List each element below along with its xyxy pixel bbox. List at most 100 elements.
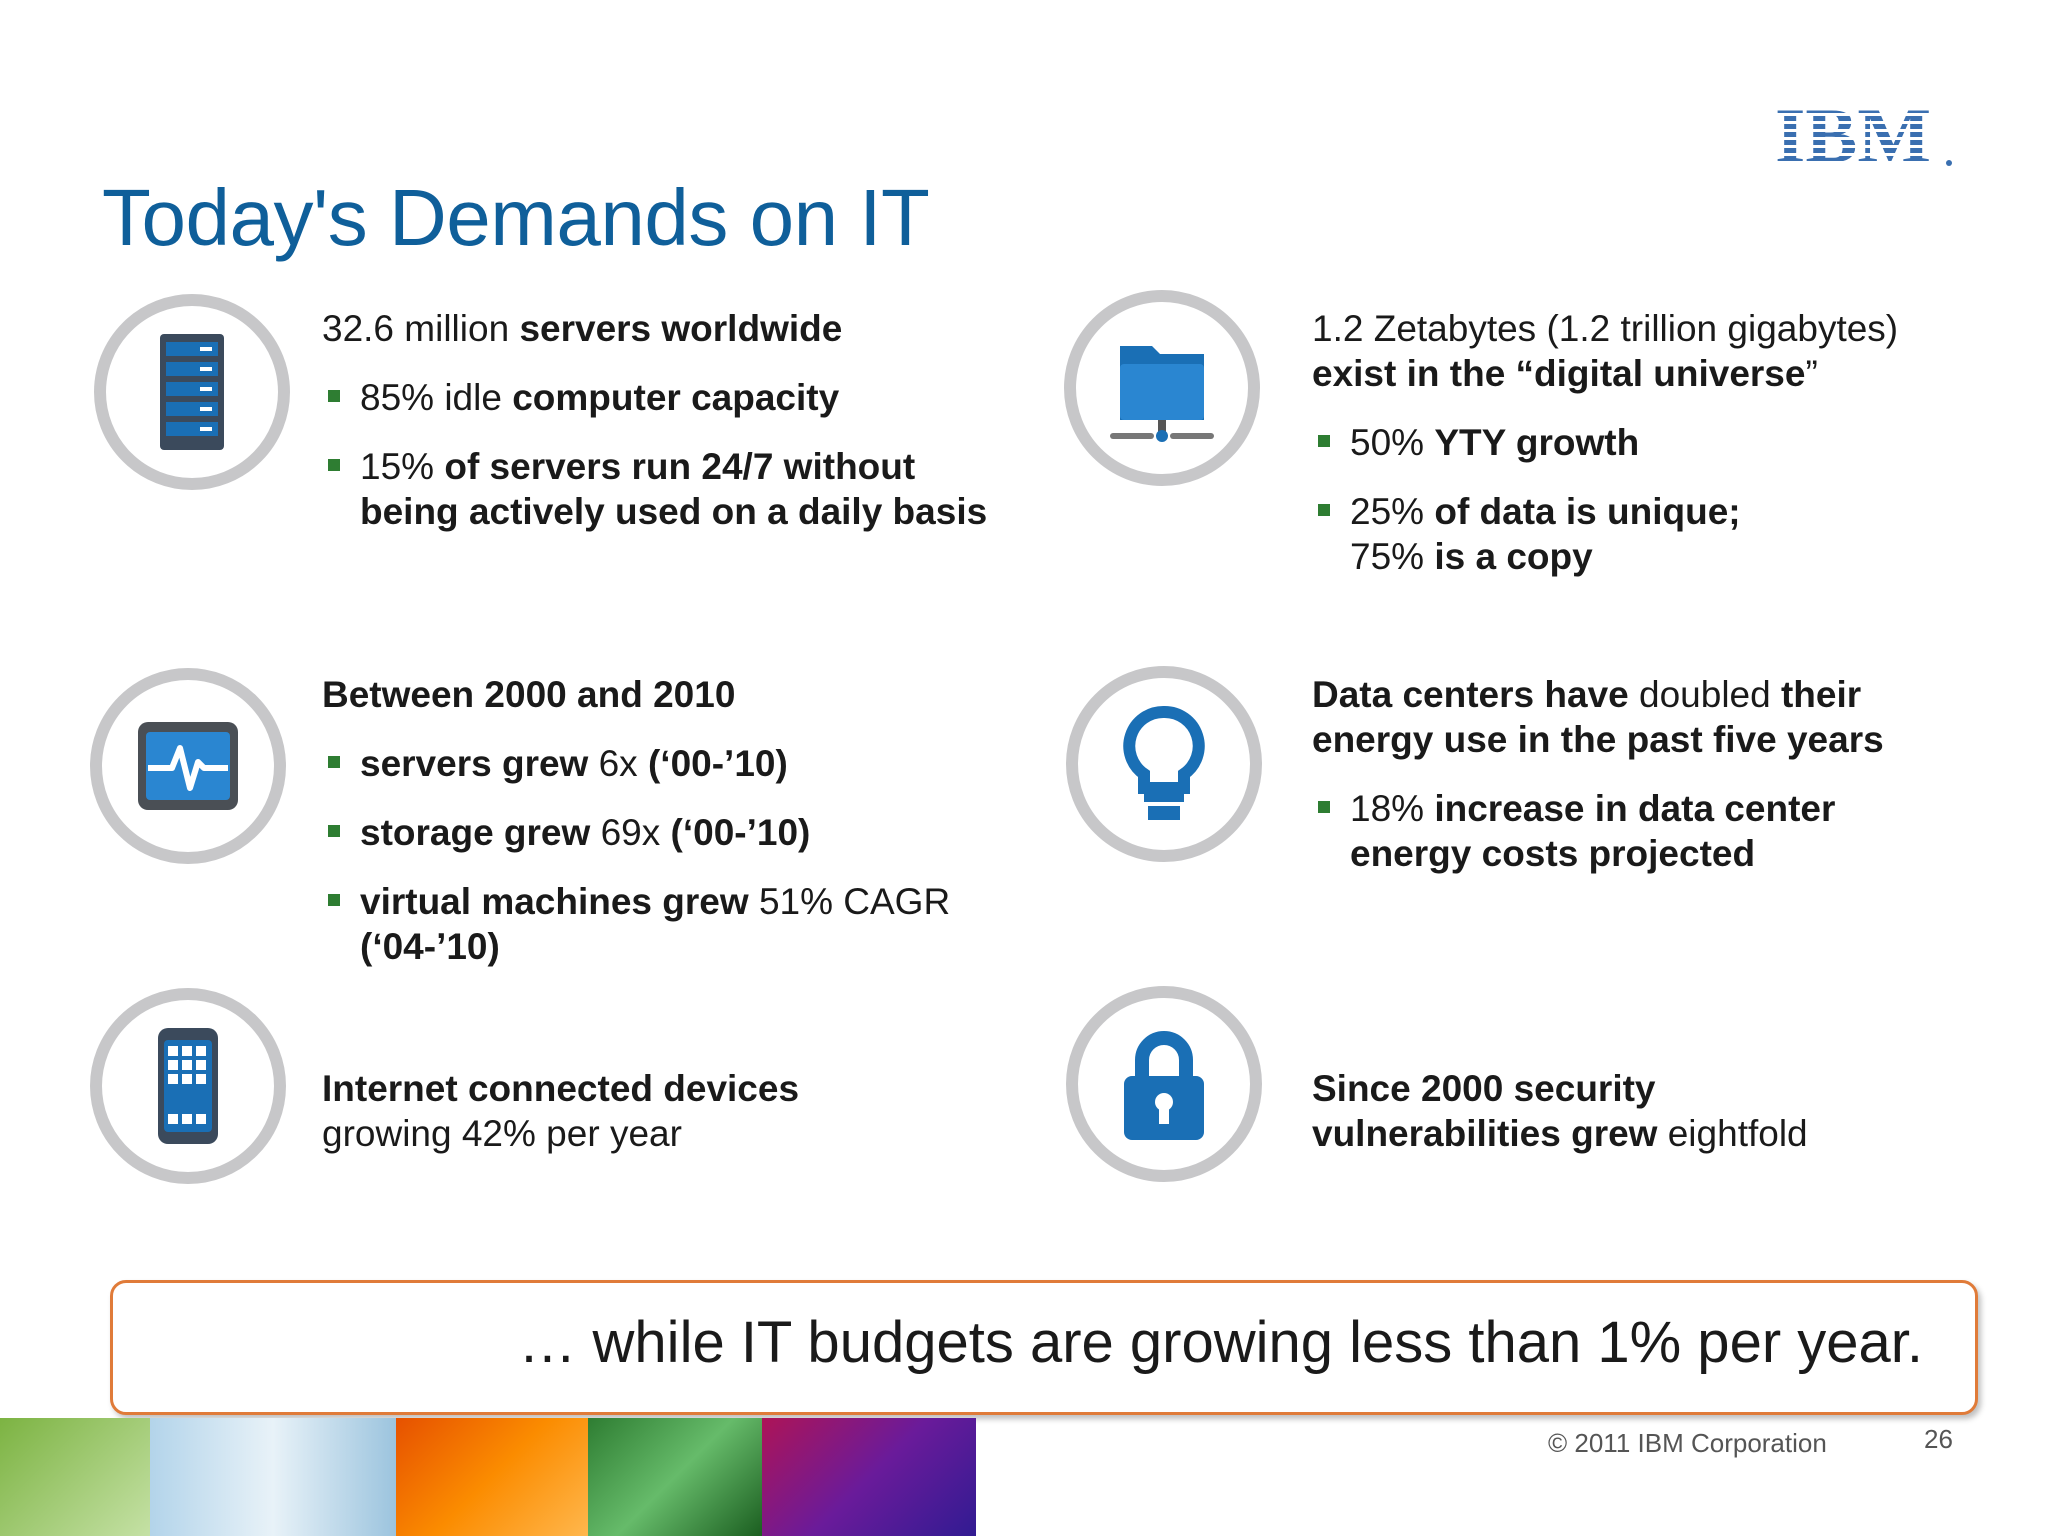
text-run: servers grew: [360, 743, 599, 784]
text-run: doubled: [1639, 674, 1781, 715]
text-run: their: [1780, 674, 1862, 715]
text-line: Internet connected devices: [322, 1066, 799, 1111]
ibm-logo-mark: IBM: [1775, 92, 1952, 179]
text-line: 18% increase in data center: [1350, 786, 1884, 831]
text-line: exist in the “digital universe”: [1312, 351, 1898, 396]
smartphone-icon: [158, 1028, 218, 1144]
bullet-item: servers grew 6x (‘00-’10): [322, 741, 950, 786]
text-run: of servers run 24/7 without: [444, 446, 916, 487]
callout-text: … while IT budgets are growing less than…: [518, 1310, 1923, 1375]
servers-block: 32.6 million servers worldwide 85% idle …: [322, 306, 987, 534]
text-run: 69x: [600, 812, 671, 853]
text-run: Data centers have: [1312, 674, 1640, 715]
text-line: Since 2000 security: [1312, 1066, 1808, 1111]
text-line: 25% of data is unique;: [1350, 489, 1898, 534]
text-run: increase in data center: [1434, 788, 1836, 829]
text-run: exist in the “digital universe: [1312, 353, 1806, 394]
text-run: Since 2000 security: [1312, 1068, 1656, 1109]
text-line: growing 42% per year: [322, 1111, 799, 1156]
text-line: (‘04-’10): [360, 924, 950, 969]
growth-block: Between 2000 and 2010 servers grew 6x (‘…: [322, 672, 950, 969]
bullet-item: 85% idle computer capacity: [322, 375, 987, 420]
text-run: 51% CAGR: [758, 881, 951, 922]
folder-icon-ring: [1064, 290, 1260, 486]
lightbulb-icon: [1123, 705, 1205, 820]
text-run: 85% idle: [360, 377, 513, 418]
growth-bullets: servers grew 6x (‘00-’10) storage grew 69…: [322, 741, 950, 969]
devices-block: Internet connected devices growing 42% pe…: [322, 1066, 799, 1156]
text-run: (‘04-’10): [360, 926, 500, 967]
text-run: growing 42% per year: [322, 1113, 682, 1154]
data-bullets: 50% YTY growth 25% of data is unique; 75% …: [1312, 420, 1898, 579]
security-heading: Since 2000 security vulnerabilities grew …: [1312, 1066, 1808, 1156]
security-block: Since 2000 security vulnerabilities grew …: [1312, 1066, 1808, 1156]
text-line: 1.2 Zetabytes (1.2 trillion gigabytes): [1312, 306, 1898, 351]
monitor-icon-ring: [90, 668, 286, 864]
text-line: 50% YTY growth: [1350, 420, 1898, 465]
text-run: computer capacity: [512, 377, 840, 418]
text-run: 1.2 Zetabytes (1.2 trillion gigabytes): [1312, 308, 1899, 349]
padlock-icon-ring: [1066, 986, 1262, 1182]
text-line: energy use in the past five years: [1312, 717, 1884, 762]
data-block: 1.2 Zetabytes (1.2 trillion gigabytes) ex…: [1312, 306, 1898, 579]
energy-block: Data centers have doubled their energy us…: [1312, 672, 1884, 876]
bullet-item: 18% increase in data center energy costs …: [1312, 786, 1884, 876]
text-run: 6x: [598, 743, 648, 784]
bullet-item: 50% YTY growth: [1312, 420, 1898, 465]
text-line: 15% of servers run 24/7 without: [360, 444, 987, 489]
energy-heading: Data centers have doubled their energy us…: [1312, 672, 1884, 762]
activity-monitor-icon: [138, 722, 238, 810]
text-run: (‘00-’10): [670, 812, 811, 853]
text-run: of data is unique;: [1434, 491, 1741, 532]
text-run: energy costs projected: [1350, 833, 1756, 874]
servers-heading: 32.6 million servers worldwide: [322, 306, 987, 351]
text-run: Internet connected devices: [322, 1068, 800, 1109]
svg-text:IBM: IBM: [1775, 100, 1931, 170]
padlock-icon: [1124, 1031, 1204, 1140]
text-run: storage grew: [360, 812, 601, 853]
text-line: energy costs projected: [1350, 831, 1884, 876]
text-run: YTY growth: [1434, 422, 1640, 463]
servers-bullets: 85% idle computer capacity 15% of servers…: [322, 375, 987, 534]
growth-heading: Between 2000 and 2010: [322, 672, 950, 717]
text-line: Data centers have doubled their: [1312, 672, 1884, 717]
phone-icon-ring: [90, 988, 286, 1184]
text-line: servers grew 6x (‘00-’10): [360, 741, 950, 786]
text-line: 75% is a copy: [1350, 534, 1898, 579]
text-line: being actively used on a daily basis: [360, 489, 987, 534]
text-line: storage grew 69x (‘00-’10): [360, 810, 950, 855]
text-run: vulnerabilities grew: [1312, 1113, 1668, 1154]
text-run: is a copy: [1434, 536, 1593, 577]
text-run: (‘00-’10): [647, 743, 788, 784]
text-line: virtual machines grew 51% CAGR: [360, 879, 950, 924]
footer-photo-strip: [0, 1418, 976, 1536]
bullet-item: storage grew 69x (‘00-’10): [322, 810, 950, 855]
text-run: virtual machines grew: [360, 881, 759, 922]
data-heading: 1.2 Zetabytes (1.2 trillion gigabytes) ex…: [1312, 306, 1898, 396]
text-run: 32.6 million: [322, 308, 520, 349]
ibm-logo: IBM: [1775, 92, 1955, 179]
server-rack-icon: [160, 334, 224, 450]
bullet-item: 15% of servers run 24/7 without being act…: [322, 444, 987, 534]
server-icon-ring: [94, 294, 290, 490]
energy-bullets: 18% increase in data center energy costs …: [1312, 786, 1884, 876]
text-run: being actively used on a daily basis: [360, 491, 988, 532]
text-run: 18%: [1350, 788, 1435, 829]
text-run: 75%: [1350, 536, 1435, 577]
text-run: 15%: [360, 446, 445, 487]
text-run: servers worldwide: [519, 308, 843, 349]
text-line: vulnerabilities grew eightfold: [1312, 1111, 1808, 1156]
network-folder-icon: [1110, 346, 1214, 442]
text-line: 85% idle computer capacity: [360, 375, 987, 420]
text-run: 50%: [1350, 422, 1435, 463]
lightbulb-icon-ring: [1066, 666, 1262, 862]
text-run: ”: [1805, 353, 1818, 394]
text-run: energy use in the past five years: [1312, 719, 1884, 760]
bullet-item: 25% of data is unique; 75% is a copy: [1312, 489, 1898, 579]
page-number: 26: [1924, 1424, 1953, 1454]
slide-title: Today's Demands on IT: [102, 173, 930, 262]
text-run: Between 2000 and 2010: [322, 674, 736, 715]
text-run: eightfold: [1667, 1113, 1808, 1154]
bullet-item: virtual machines grew 51% CAGR (‘04-’10): [322, 879, 950, 969]
footer-copyright: © 2011 IBM Corporation: [1548, 1428, 1827, 1458]
